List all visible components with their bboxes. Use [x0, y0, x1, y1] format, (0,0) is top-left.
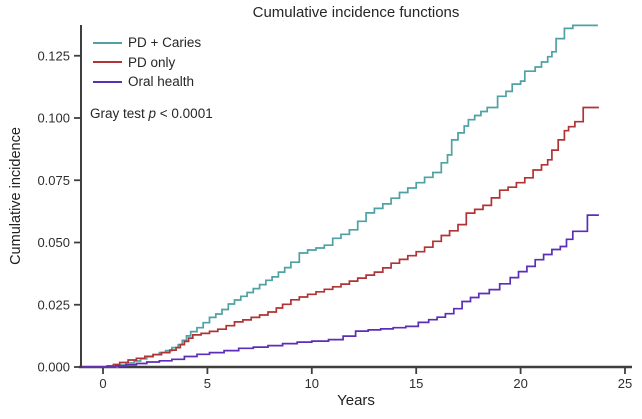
y-tick-label: 0.050: [37, 235, 70, 250]
x-axis-label: Years: [337, 392, 375, 409]
legend-item-pd-only: PD only: [93, 53, 201, 73]
legend-item-pd-caries: PD + Caries: [93, 33, 201, 53]
x-tick-label: 10: [305, 376, 319, 391]
chart-title: Cumulative incidence functions: [252, 4, 460, 21]
legend: PD + Caries PD only Oral health: [93, 33, 201, 92]
legend-item-oral-health: Oral health: [93, 72, 201, 92]
series-line-pd-caries: [82, 24, 598, 368]
series-line-pd-only: [82, 106, 599, 368]
y-tick-label: 0.125: [37, 48, 70, 63]
x-tick-label: 20: [513, 376, 527, 391]
y-tick-label: 0.100: [37, 111, 70, 126]
x-tick-label: 0: [99, 376, 106, 391]
y-tick-label: 0.075: [37, 173, 70, 188]
y-tick-label: 0.000: [37, 360, 70, 375]
legend-label-oral-health: Oral health: [128, 74, 195, 90]
gray-test-annotation: Gray test p < 0.0001: [90, 106, 213, 121]
legend-label-pd-caries: PD + Caries: [128, 35, 202, 51]
legend-swatch-pd-only: [93, 61, 122, 64]
gray-test-prefix: Gray test: [90, 106, 149, 121]
gray-test-p-symbol: p: [148, 106, 157, 121]
x-tick-label: 25: [618, 376, 632, 391]
legend-swatch-oral-health: [93, 80, 122, 83]
legend-swatch-pd-caries: [93, 41, 122, 44]
x-tick-label: 5: [204, 376, 211, 391]
gray-test-suffix: < 0.0001: [156, 106, 213, 121]
y-tick-label: 0.025: [37, 297, 70, 312]
legend-label-pd-only: PD only: [128, 54, 176, 70]
series-line-oral-health: [82, 214, 599, 368]
x-tick-label: 15: [409, 376, 423, 391]
